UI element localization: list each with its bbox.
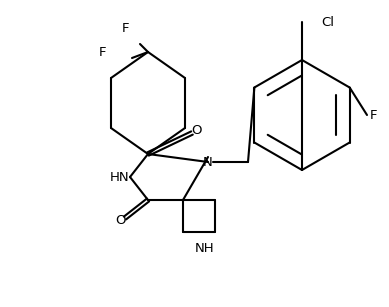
Text: F: F <box>98 45 106 59</box>
Text: Cl: Cl <box>321 15 335 29</box>
Text: O: O <box>115 215 125 227</box>
Text: NH: NH <box>195 242 215 255</box>
Text: HN: HN <box>110 170 130 184</box>
Text: F: F <box>370 108 378 122</box>
Text: N: N <box>203 156 213 169</box>
Text: O: O <box>192 123 202 137</box>
Text: F: F <box>121 21 129 34</box>
